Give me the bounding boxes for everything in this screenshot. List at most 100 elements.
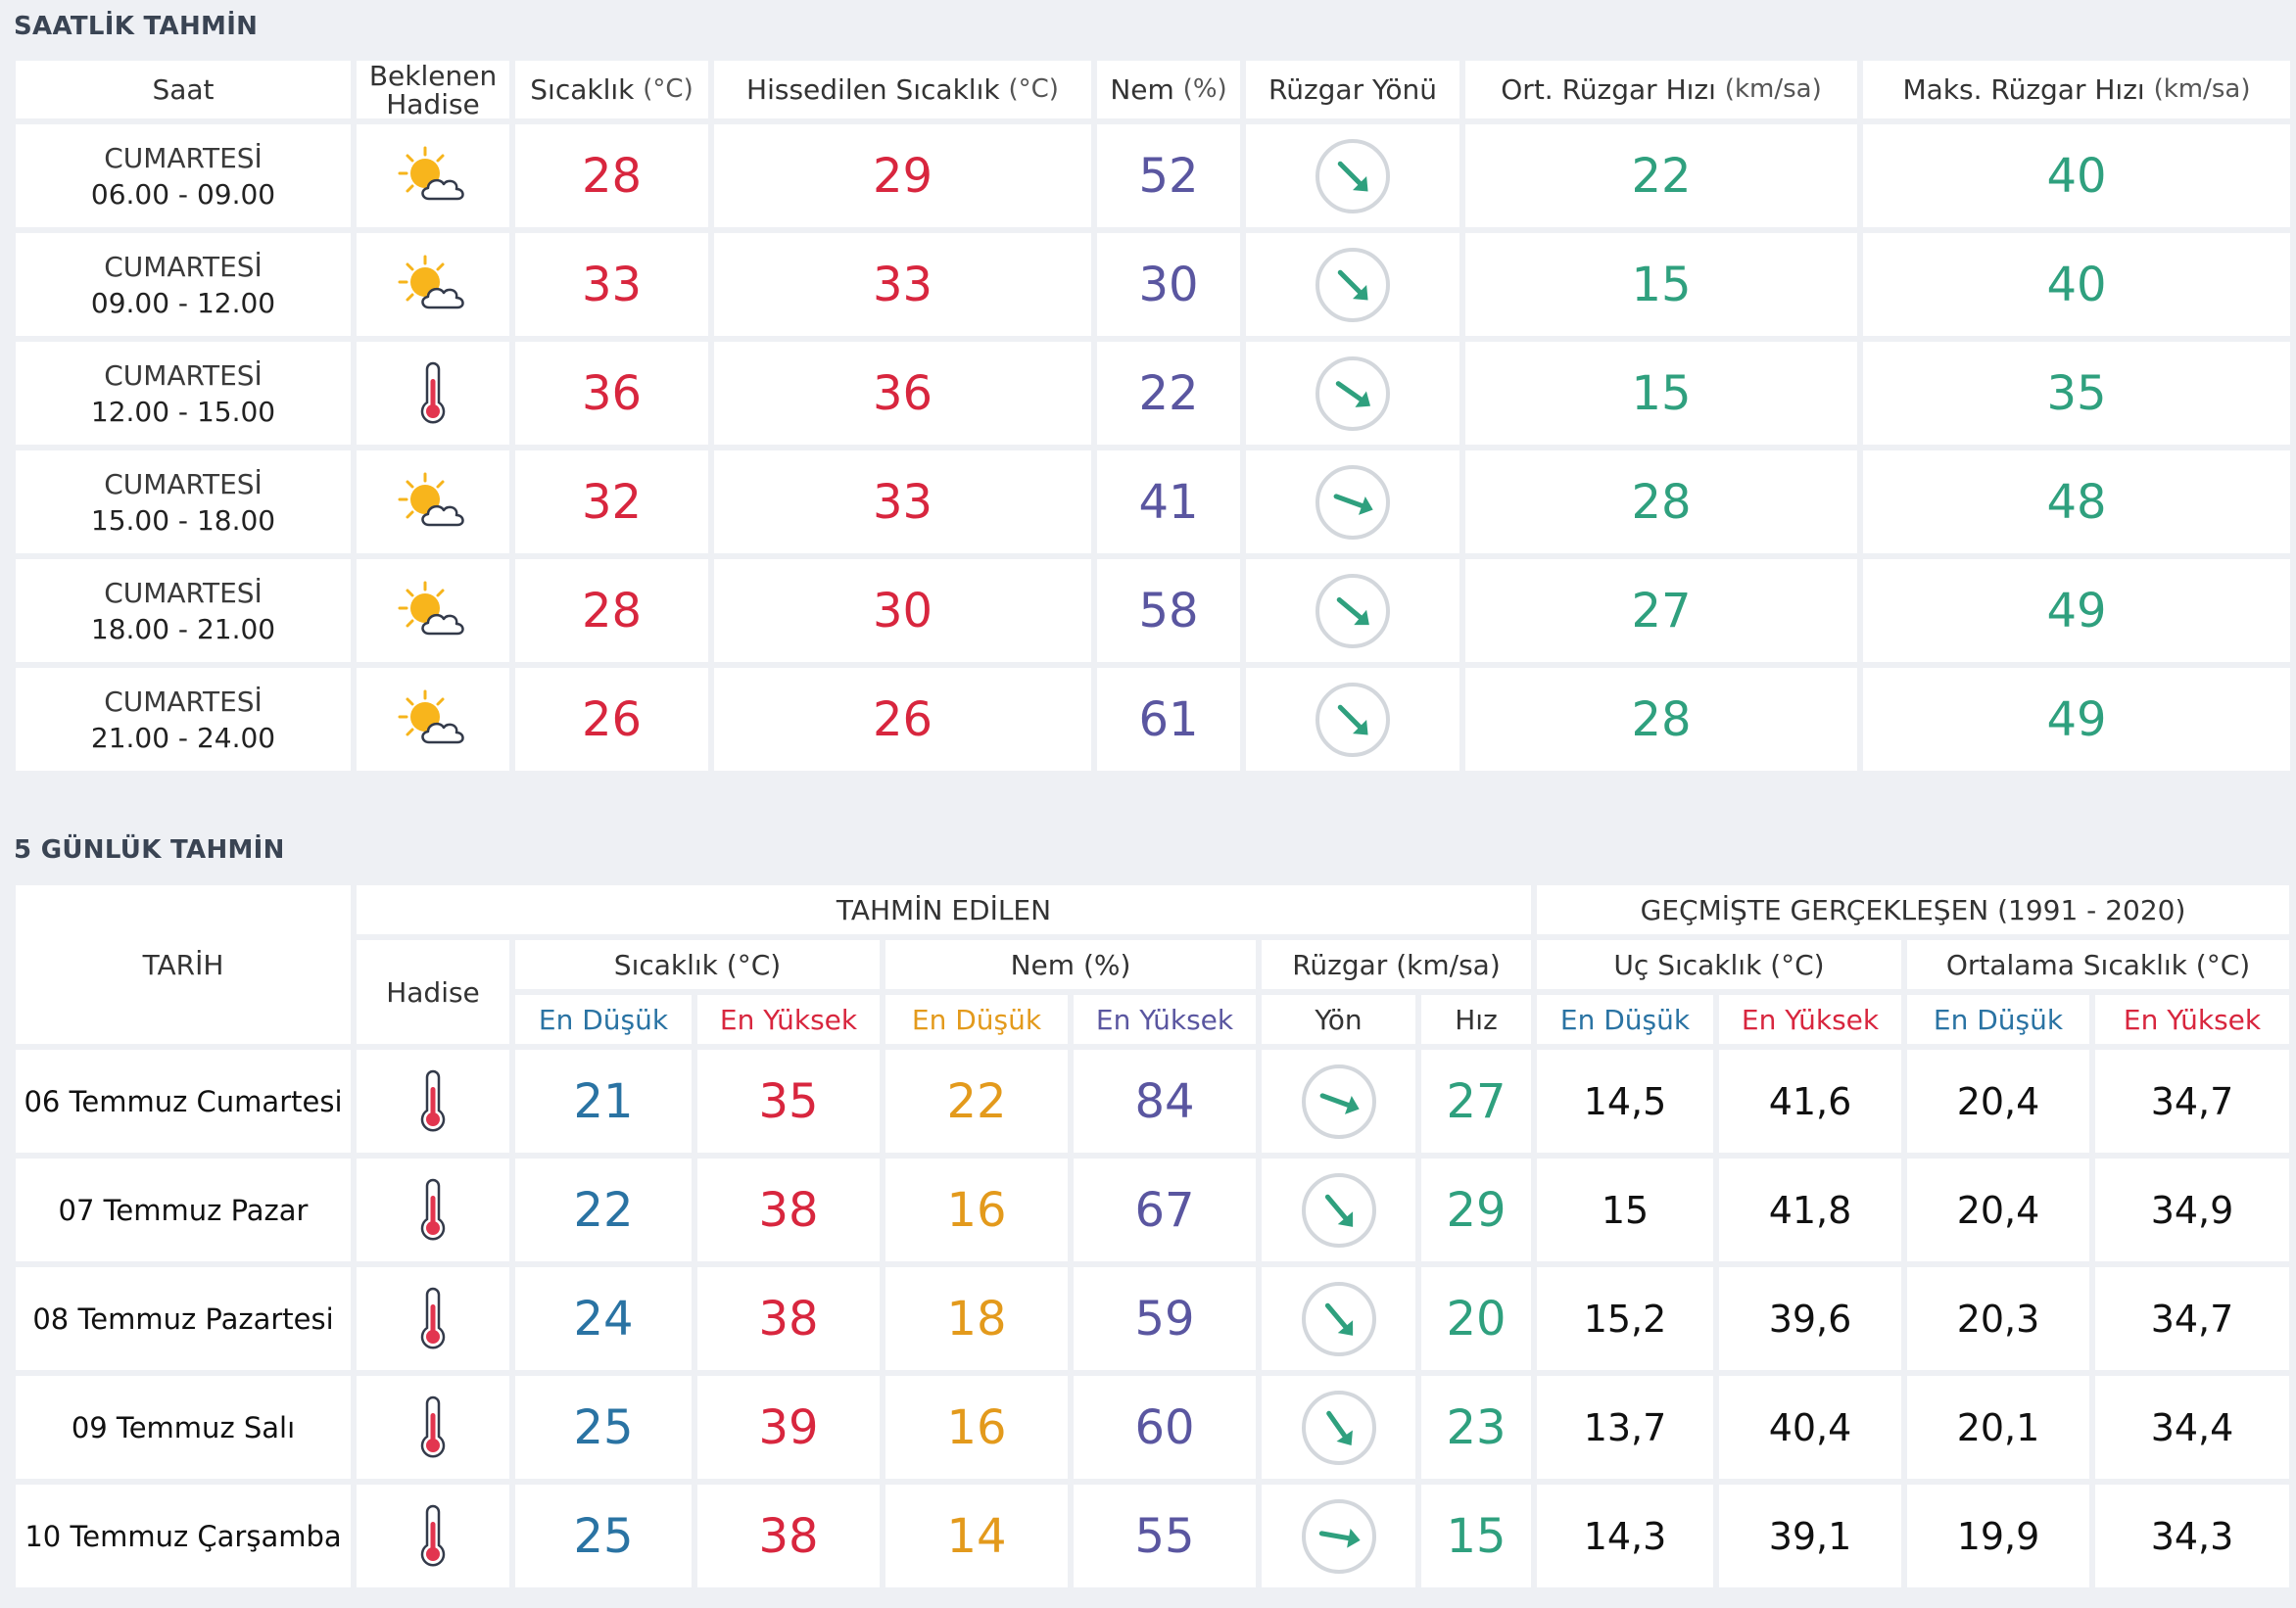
avg-wind-value: 22 [1631, 148, 1692, 204]
hum-min-value: 18 [946, 1291, 1007, 1347]
temp-cell: 36 [515, 342, 708, 445]
temp-cell: 33 [515, 233, 708, 336]
avg-wind-value: 27 [1631, 583, 1692, 638]
weather-icon-cell [357, 668, 509, 771]
feels-value: 29 [872, 148, 933, 204]
header-beklenen-hadise: Beklenen Hadise [357, 61, 509, 118]
ext-max-value: 41,6 [1768, 1079, 1852, 1123]
temp-value: 26 [581, 691, 643, 747]
header-gecmiste: GEÇMİŞTE GERÇEKLEŞEN (1991 - 2020) [1537, 885, 2289, 934]
temp-value: 28 [581, 148, 643, 204]
avg-max-cell: 34,4 [2095, 1376, 2289, 1479]
humidity-cell: 61 [1097, 668, 1240, 771]
avg-min-cell: 20,4 [1907, 1159, 2089, 1261]
avg-wind-cell: 27 [1465, 559, 1857, 662]
date-cell: 07 Temmuz Pazar [16, 1159, 351, 1261]
header-tarih: TARİH [16, 885, 351, 1044]
ext-min-cell: 13,7 [1537, 1376, 1713, 1479]
time-range: 09.00 - 12.00 [90, 286, 276, 319]
weather-icon-cell [357, 124, 509, 227]
thermometer-icon [416, 1287, 450, 1351]
temp-min-value: 24 [573, 1291, 634, 1347]
temp-cell: 28 [515, 124, 708, 227]
temp-cell: 26 [515, 668, 708, 771]
wind-speed-value: 20 [1446, 1291, 1507, 1347]
hum-max-cell: 55 [1074, 1485, 1256, 1587]
wind-direction-cell [1262, 1050, 1415, 1153]
ext-max-value: 39,1 [1768, 1514, 1852, 1558]
ext-min-value: 15 [1601, 1188, 1650, 1232]
daily-forecast-table: TARİH TAHMİN EDİLEN GEÇMİŞTE GERÇEKLEŞEN… [16, 885, 2289, 1587]
hum-max-cell: 59 [1074, 1267, 1256, 1370]
day-label: CUMARTESİ [104, 141, 263, 174]
time-cell: CUMARTESİ 15.00 - 18.00 [16, 450, 351, 553]
header-ort-ruzgar-label: Ort. Rüzgar Hızı [1501, 73, 1716, 106]
avg-max-cell: 34,7 [2095, 1267, 2289, 1370]
hum-max-value: 59 [1134, 1291, 1195, 1347]
wind-arrow-icon [1300, 1171, 1378, 1250]
thermometer-icon [416, 1395, 450, 1460]
wind-arrow-icon [1314, 137, 1392, 215]
header-hissedilen-label: Hissedilen Sıcaklık [746, 73, 1000, 106]
wind-speed-cell: 29 [1421, 1159, 1531, 1261]
date-label: 07 Temmuz Pazar [58, 1193, 309, 1227]
avg-wind-cell: 28 [1465, 668, 1857, 771]
avg-wind-cell: 15 [1465, 233, 1857, 336]
header-sicaklik-label: Sıcaklık [530, 73, 635, 106]
subheader-ext-max: En Yüksek [1719, 995, 1901, 1044]
temp-min-value: 25 [573, 1399, 634, 1455]
humidity-cell: 41 [1097, 450, 1240, 553]
date-label: 08 Temmuz Pazartesi [32, 1301, 334, 1336]
hum-min-value: 14 [946, 1508, 1007, 1564]
ext-min-value: 13,7 [1583, 1405, 1667, 1449]
header-sicaklik-unit: (°C) [643, 74, 694, 104]
temp-max-value: 35 [758, 1073, 819, 1129]
weather-icon-cell [357, 1267, 509, 1370]
avg-max-value: 34,4 [2150, 1405, 2234, 1449]
date-label: 10 Temmuz Çarşamba [24, 1519, 342, 1553]
wind-direction-cell [1246, 233, 1459, 336]
header-nem: Nem (%) [1097, 61, 1240, 118]
subheader-hum-max: En Yüksek [1074, 995, 1256, 1044]
hum-max-value: 67 [1134, 1182, 1195, 1238]
hum-min-value: 22 [946, 1073, 1007, 1129]
temp-min-value: 21 [573, 1073, 634, 1129]
hum-max-value: 60 [1134, 1399, 1195, 1455]
header-ruzgar: Rüzgar (km/sa) [1262, 940, 1531, 989]
subheader-hiz: Hız [1421, 995, 1531, 1044]
temp-min-cell: 24 [515, 1267, 692, 1370]
max-wind-cell: 48 [1863, 450, 2290, 553]
wind-speed-cell: 27 [1421, 1050, 1531, 1153]
header-uc-sicaklik: Uç Sıcaklık (°C) [1537, 940, 1901, 989]
humidity-cell: 52 [1097, 124, 1240, 227]
wind-arrow-icon [1300, 1389, 1378, 1467]
time-cell: CUMARTESİ 12.00 - 15.00 [16, 342, 351, 445]
hum-min-value: 16 [946, 1182, 1007, 1238]
avg-min-value: 19,9 [1956, 1514, 2040, 1558]
humidity-cell: 22 [1097, 342, 1240, 445]
weather-icon-cell [357, 559, 509, 662]
ext-min-value: 14,5 [1583, 1079, 1667, 1123]
hum-max-cell: 84 [1074, 1050, 1256, 1153]
ext-min-cell: 15,2 [1537, 1267, 1713, 1370]
wind-arrow-icon [1300, 1280, 1378, 1358]
day-label: CUMARTESİ [104, 576, 263, 609]
subheader-ext-min: En Düşük [1537, 995, 1713, 1044]
avg-max-value: 34,7 [2150, 1079, 2234, 1123]
avg-min-cell: 20,4 [1907, 1050, 2089, 1153]
max-wind-cell: 40 [1863, 124, 2290, 227]
feels-value: 30 [872, 583, 933, 638]
ext-max-cell: 41,8 [1719, 1159, 1901, 1261]
temp-max-value: 39 [758, 1399, 819, 1455]
avg-max-value: 34,7 [2150, 1297, 2234, 1341]
wind-direction-cell [1262, 1485, 1415, 1587]
hum-max-cell: 60 [1074, 1376, 1256, 1479]
time-range: 06.00 - 09.00 [90, 177, 276, 211]
feels-value: 33 [872, 474, 933, 530]
time-range: 15.00 - 18.00 [90, 503, 276, 537]
weather-icon-cell [357, 450, 509, 553]
thermometer-icon [416, 1069, 450, 1134]
avg-max-cell: 34,7 [2095, 1050, 2289, 1153]
partly-cloudy-icon [396, 687, 470, 752]
hum-min-cell: 14 [885, 1485, 1068, 1587]
